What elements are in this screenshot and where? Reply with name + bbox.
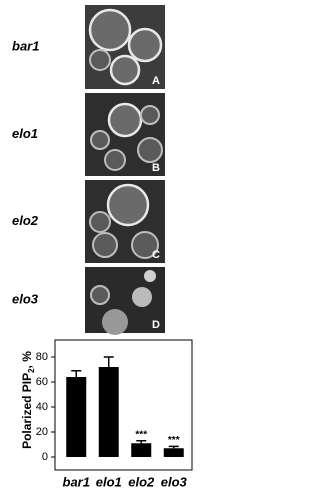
plot-frame xyxy=(54,339,193,471)
y-tick-label: 20 xyxy=(36,426,48,438)
error-bar xyxy=(168,445,179,449)
bar xyxy=(66,377,87,457)
x-tick-label: bar1 xyxy=(63,474,90,489)
panel-d xyxy=(85,267,165,335)
panel-label: elo1 xyxy=(12,126,38,141)
error-bar xyxy=(71,370,82,377)
panel-label: elo3 xyxy=(12,291,39,306)
panel-letter: B xyxy=(152,162,160,174)
error-bar xyxy=(136,440,147,444)
panel-a xyxy=(85,5,165,89)
y-axis-label-part: 2 xyxy=(27,368,36,373)
y-axis-label-part: , % xyxy=(20,351,34,369)
y-axis-label: Polarized PIP2, % xyxy=(20,351,36,449)
significance: *** xyxy=(168,435,180,446)
x-tick-label: elo1 xyxy=(96,474,122,489)
panel-b xyxy=(85,93,165,176)
y-tick-label: 60 xyxy=(36,376,48,388)
y-tick-label: 80 xyxy=(36,351,48,363)
x-tick-label: elo2 xyxy=(128,474,155,489)
panel-letter: D xyxy=(152,319,160,331)
bar xyxy=(131,443,152,457)
panel-label: elo2 xyxy=(12,213,39,228)
bar xyxy=(98,367,119,457)
significance: *** xyxy=(135,429,147,440)
y-tick-label: 40 xyxy=(36,401,48,413)
x-tick-label: elo3 xyxy=(161,474,188,489)
error-bar xyxy=(103,356,114,367)
panel-letter: A xyxy=(152,75,160,87)
y-axis-label-part: Polarized PIP xyxy=(20,373,34,449)
bar xyxy=(163,448,184,457)
panel-c xyxy=(85,180,165,263)
panel-letter: C xyxy=(152,249,160,261)
panel-label: bar1 xyxy=(12,38,39,53)
y-tick-label: 0 xyxy=(42,451,48,463)
